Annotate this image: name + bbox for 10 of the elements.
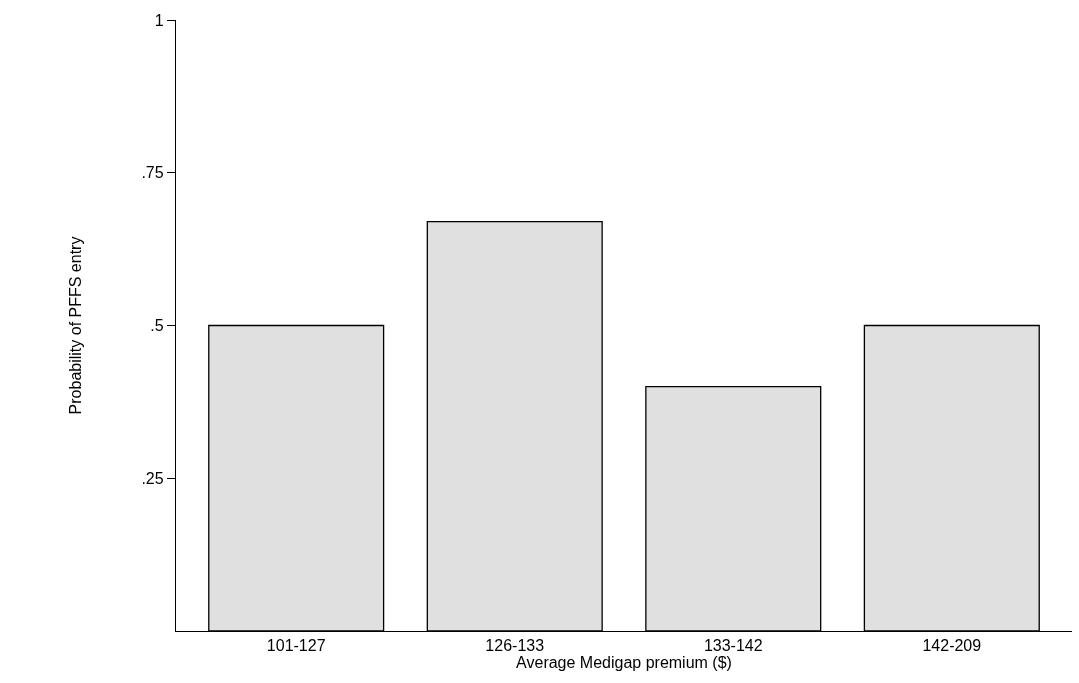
x-tick-label: 101-127 — [266, 637, 326, 655]
y-axis-title: Probability of PFFS entry — [67, 236, 85, 415]
y-tick-label: 1 — [154, 11, 164, 29]
x-tick-label: 133-142 — [703, 637, 763, 655]
y-tick-label: .5 — [150, 317, 164, 335]
x-tick-label: 142-209 — [922, 637, 982, 655]
y-tick-label: .75 — [141, 164, 164, 182]
x-tick-label: 126-133 — [485, 637, 545, 655]
y-tick-label: .25 — [141, 469, 164, 487]
x-axis-title: Average Medigap premium ($) — [516, 654, 732, 672]
